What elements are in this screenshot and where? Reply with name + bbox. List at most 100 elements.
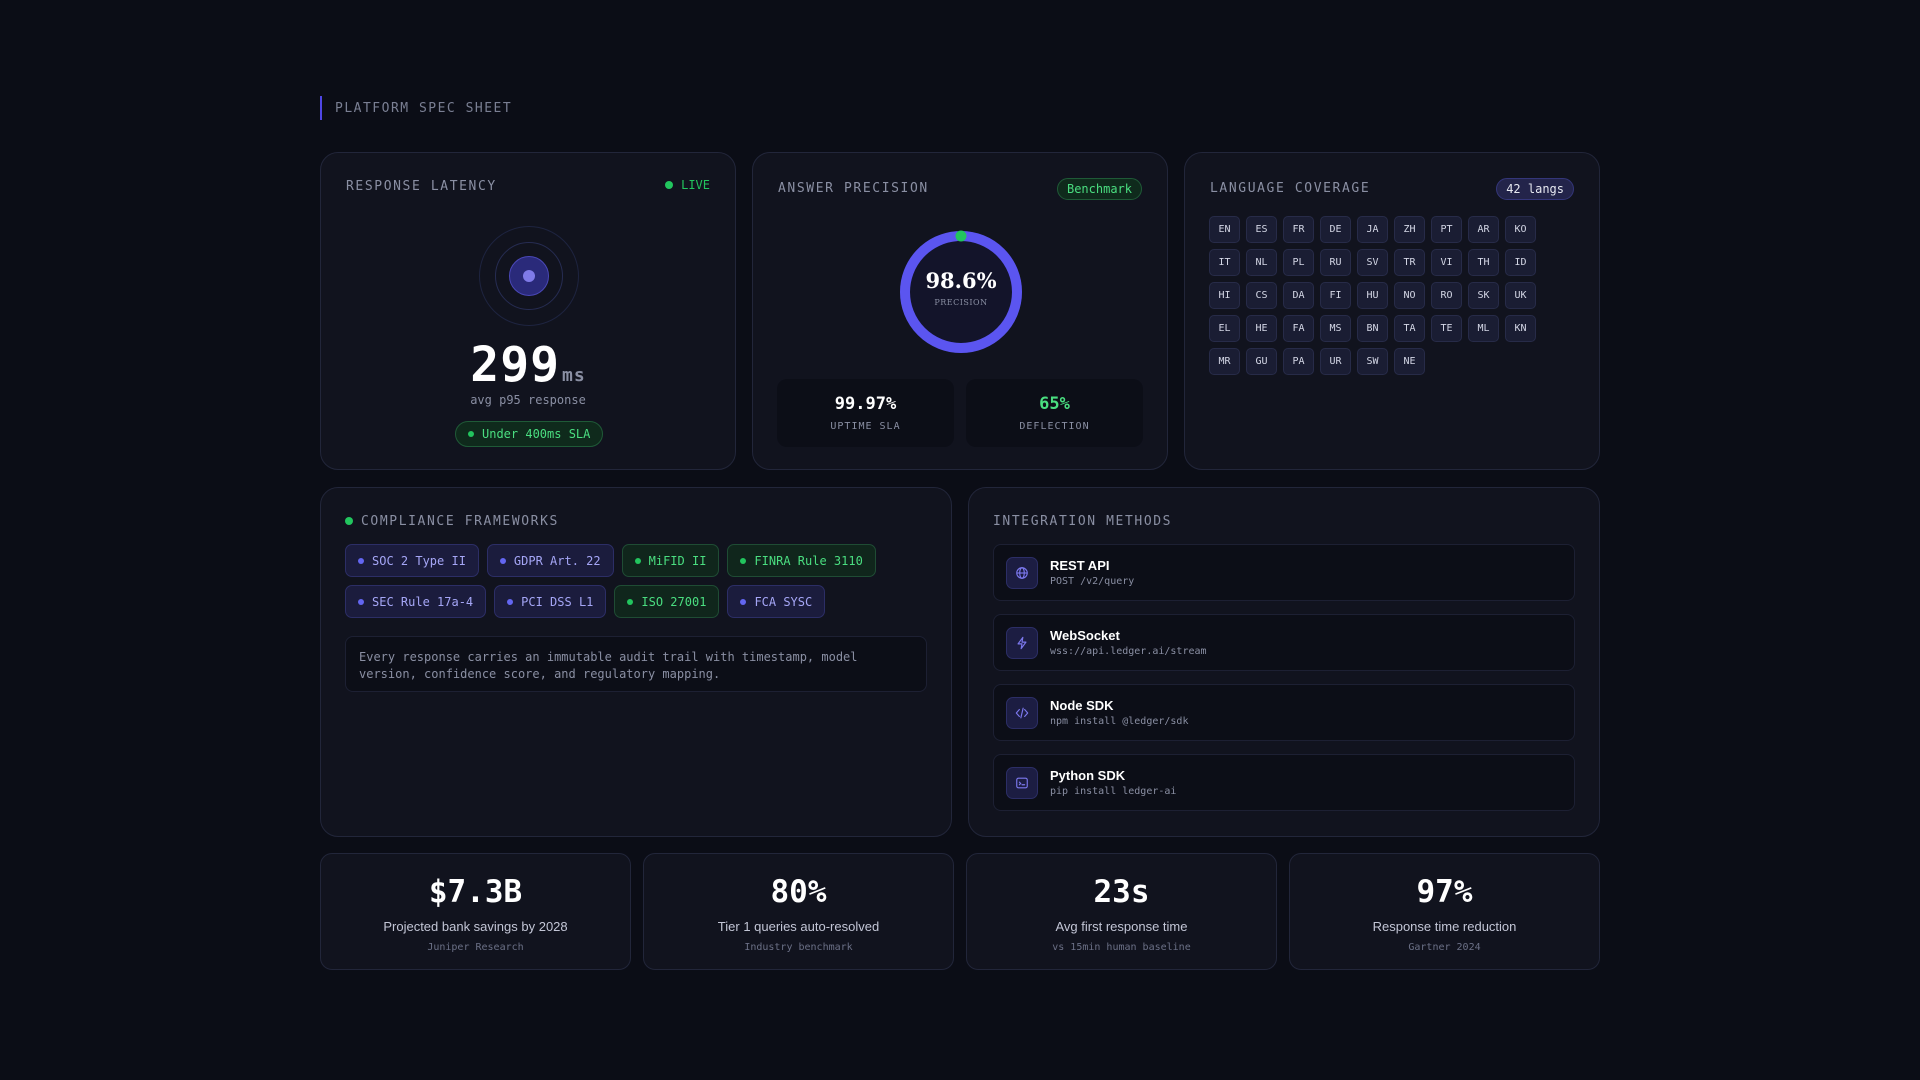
code-icon — [1006, 697, 1038, 729]
integration-detail: POST /v2/query — [1050, 576, 1135, 587]
compliance-card: COMPLIANCE FRAMEWORKS SOC 2 Type II GDPR … — [320, 487, 952, 837]
language-grid: EN ES FR DE JA ZH PT AR KO IT NL PL RU SV TR VI TH ID HI CS… — [1209, 216, 1549, 375]
language-chip-ms: MS — [1320, 315, 1351, 342]
chip-dot-icon — [634, 557, 641, 564]
compliance-chip: SEC Rule 17a-4 — [345, 585, 487, 618]
compliance-chip: SOC 2 Type II — [345, 544, 479, 577]
langs-count-badge: 42 langs — [1496, 178, 1574, 200]
page-eyebrow: PLATFORM SPEC SHEET — [320, 96, 512, 120]
integration-node-sdk[interactable]: Node SDK npm install @ledger/sdk — [993, 684, 1575, 741]
language-chip-ro: RO — [1431, 282, 1462, 309]
globe-icon — [1006, 557, 1038, 589]
latency-caption: avg p95 response — [470, 393, 586, 407]
gauge-ring — [900, 230, 1022, 353]
deflection-tile: 65% DEFLECTION — [966, 379, 1143, 447]
language-chip-vi: VI — [1431, 249, 1462, 276]
compliance-chip-label: MiFID II — [648, 553, 707, 568]
compliance-dot-icon — [345, 517, 353, 525]
compliance-chip-list: SOC 2 Type II GDPR Art. 22 MiFID II FINRA R… — [345, 544, 935, 618]
integration-rest-api[interactable]: REST API POST /v2/query — [993, 544, 1575, 601]
stat-source: Juniper Research — [427, 942, 524, 953]
integration-title: INTEGRATION METHODS — [993, 514, 1173, 529]
language-chip-fr: FR — [1283, 216, 1314, 243]
stat-card-savings: $7.3B Projected bank savings by 2028 Jun… — [320, 853, 631, 970]
deflection-value: 65% — [1039, 394, 1070, 414]
chip-dot-icon — [507, 598, 514, 605]
language-chip-ja: JA — [1357, 216, 1388, 243]
compliance-chip: ISO 27001 — [614, 585, 720, 618]
chip-dot-icon — [358, 598, 364, 605]
gauge-tip-icon — [955, 230, 967, 242]
live-indicator: LIVE — [665, 178, 710, 192]
integration-python-sdk[interactable]: Python SDK pip install ledger-ai — [993, 754, 1575, 811]
live-label: LIVE — [681, 178, 710, 192]
language-chip-en: EN — [1209, 216, 1240, 243]
language-chip-pl: PL — [1283, 249, 1314, 276]
language-chip-ar: AR — [1468, 216, 1499, 243]
compliance-chip: PCI DSS L1 — [494, 585, 607, 618]
language-chip-pa: PA — [1283, 348, 1314, 375]
stat-value: 80% — [770, 874, 827, 910]
language-chip-uk: UK — [1505, 282, 1536, 309]
language-chip-hu: HU — [1357, 282, 1388, 309]
language-chip-kn: KN — [1505, 315, 1536, 342]
stat-label: Avg first response time — [1055, 919, 1188, 934]
stat-card-auto-resolved: 80% Tier 1 queries auto-resolved Industr… — [643, 853, 954, 970]
integration-name: WebSocket — [1050, 628, 1120, 643]
integration-detail: wss://api.ledger.ai/stream — [1050, 646, 1207, 657]
compliance-chip-label: ISO 27001 — [641, 594, 707, 609]
language-card: LANGUAGE COVERAGE 42 langs EN ES FR DE JA ZH P… — [1184, 152, 1600, 470]
compliance-chip-label: SEC Rule 17a-4 — [372, 594, 474, 609]
deflection-label: DEFLECTION — [1019, 421, 1090, 432]
chip-dot-icon — [358, 557, 364, 564]
compliance-chip: MiFID II — [621, 544, 720, 577]
language-chip-cs: CS — [1246, 282, 1277, 309]
latency-card: RESPONSE LATENCY LIVE 299 ms avg p95 resp… — [320, 152, 736, 470]
language-chip-ml: ML — [1468, 315, 1499, 342]
language-chip-gu: GU — [1246, 348, 1277, 375]
compliance-chip-label: GDPR Art. 22 — [513, 553, 601, 568]
sla-label: Under 400ms SLA — [482, 427, 591, 441]
compliance-chip: GDPR Art. 22 — [486, 544, 614, 577]
stat-value: 23s — [1093, 874, 1150, 910]
language-chip-th: TH — [1468, 249, 1499, 276]
language-chip-da: DA — [1283, 282, 1314, 309]
language-title: LANGUAGE COVERAGE — [1210, 181, 1371, 196]
language-chip-sw: SW — [1357, 348, 1388, 375]
stat-value: 97% — [1416, 874, 1473, 910]
chip-dot-icon — [740, 557, 747, 564]
language-chip-sv: SV — [1357, 249, 1388, 276]
compliance-chip: FINRA Rule 3110 — [727, 544, 876, 577]
stat-source: vs 15min human baseline — [1052, 942, 1191, 953]
audit-note: Every response carries an immutable audi… — [345, 636, 927, 692]
language-chip-ru: RU — [1320, 249, 1351, 276]
language-chip-no: NO — [1394, 282, 1425, 309]
language-chip-mr: MR — [1209, 348, 1240, 375]
integration-detail: npm install @ledger/sdk — [1050, 716, 1189, 727]
language-chip-it: IT — [1209, 249, 1240, 276]
compliance-chip-label: FCA SYSC — [754, 594, 813, 609]
sla-dot-icon — [468, 431, 474, 437]
terminal-icon — [1006, 767, 1038, 799]
language-chip-te: TE — [1431, 315, 1462, 342]
stat-value: $7.3B — [428, 874, 523, 910]
precision-value: 98.6% — [925, 268, 997, 293]
latency-value: 299 ms — [321, 337, 735, 393]
uptime-label: UPTIME SLA — [830, 421, 901, 432]
compliance-title: COMPLIANCE FRAMEWORKS — [361, 514, 559, 529]
latency-unit: ms — [562, 365, 586, 386]
compliance-chip-label: PCI DSS L1 — [521, 594, 594, 609]
language-chip-ta: TA — [1394, 315, 1425, 342]
language-chip-sk: SK — [1468, 282, 1499, 309]
language-chip-hi: HI — [1209, 282, 1240, 309]
integration-websocket[interactable]: WebSocket wss://api.ledger.ai/stream — [993, 614, 1575, 671]
latency-title: RESPONSE LATENCY — [346, 179, 497, 194]
integration-name: Python SDK — [1050, 768, 1126, 783]
integration-name: Node SDK — [1050, 698, 1114, 713]
stat-card-time-reduction: 97% Response time reduction Gartner 2024 — [1289, 853, 1600, 970]
language-chip-bn: BN — [1357, 315, 1388, 342]
stat-label: Projected bank savings by 2028 — [383, 919, 568, 934]
compliance-chip: FCA SYSC — [727, 585, 826, 618]
language-chip-pt: PT — [1431, 216, 1462, 243]
chip-dot-icon — [740, 598, 747, 605]
